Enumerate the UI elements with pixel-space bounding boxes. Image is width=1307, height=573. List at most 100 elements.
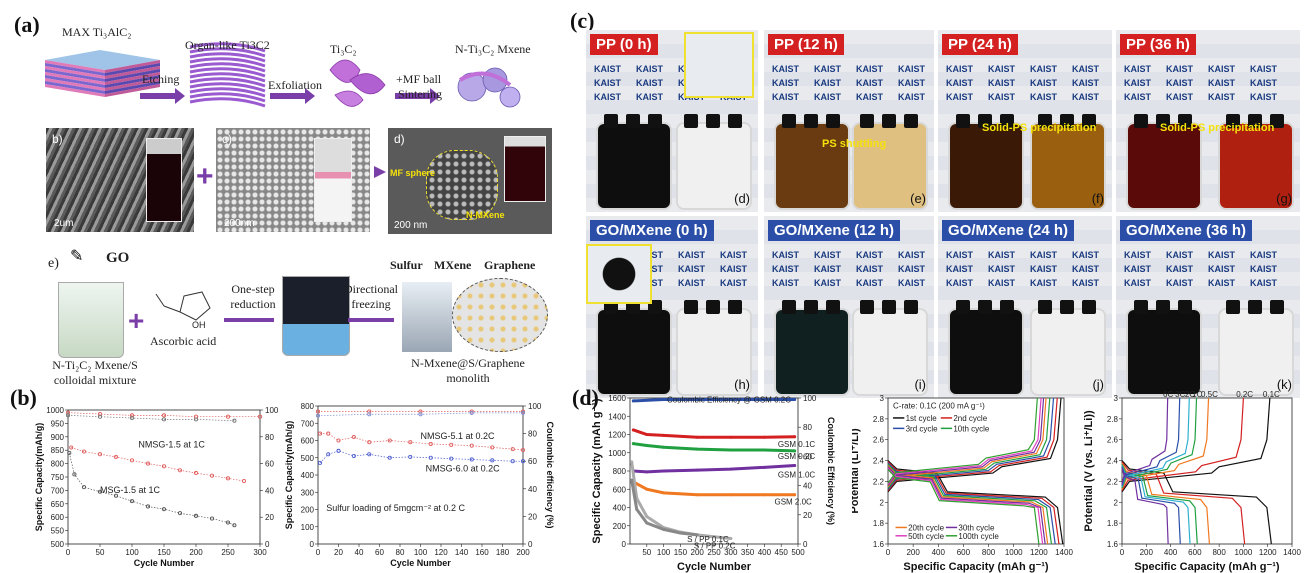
kaist-wallpaper-text: KAIST bbox=[946, 92, 973, 102]
rate-label: 3C bbox=[1175, 390, 1185, 399]
data-point bbox=[351, 435, 356, 440]
x-tick-label: 200 bbox=[906, 548, 920, 557]
y2-tick-label: 20 bbox=[528, 512, 537, 521]
data-point bbox=[645, 443, 649, 447]
kaist-wallpaper-text: KAIST bbox=[814, 64, 841, 74]
mxene-cluster bbox=[426, 150, 498, 220]
arrow-reduction bbox=[224, 318, 274, 322]
legend-entry: 1st cycle bbox=[906, 414, 938, 423]
y2-tick-label: 60 bbox=[803, 452, 812, 461]
x-tick-label: 150 bbox=[674, 548, 688, 557]
photo-gomxene-6: KAIST KAIST KAIST KAIST KAIST KAIST KAIST KAIST… bbox=[938, 216, 1112, 398]
x-tick-label: 1000 bbox=[1005, 548, 1023, 557]
legend-nmsg-5-1: NMSG-5.1 at 0.2C bbox=[421, 431, 496, 441]
y-tick-label: 800 bbox=[613, 467, 627, 476]
photo-pp-0: KAISTKAISTKAISTKAISTKAISTKAISTKAISTKAIST… bbox=[586, 30, 758, 212]
y-tick-label: 2.6 bbox=[873, 436, 885, 445]
cap bbox=[684, 114, 698, 128]
data-point bbox=[318, 460, 323, 465]
y-tick-label: 900 bbox=[51, 433, 65, 442]
kaist-wallpaper-text: KAIST bbox=[988, 64, 1015, 74]
profile-curve bbox=[1121, 464, 1198, 545]
data-point bbox=[336, 448, 341, 453]
arrow-label-sintering: Sintering bbox=[398, 87, 442, 101]
arrow-to-d bbox=[374, 166, 398, 178]
y2-tick-label: 100 bbox=[803, 394, 817, 403]
y-tick-label: 2.6 bbox=[1107, 436, 1119, 445]
photo-sub-label: (j) bbox=[1092, 377, 1104, 392]
kaist-wallpaper-text: KAIST bbox=[1124, 78, 1151, 88]
panel-label-b: (b) bbox=[10, 385, 37, 410]
series-3rd cycle bbox=[887, 397, 1056, 545]
y2-tick-label: 40 bbox=[803, 482, 812, 491]
series-trend bbox=[320, 433, 524, 451]
x-tick-label: 180 bbox=[496, 548, 510, 557]
x-axis-label: Specific Capacity (mAh g⁻¹) bbox=[903, 561, 1049, 573]
kaist-wallpaper-text: KAIST bbox=[1030, 92, 1057, 102]
h-cell-right-chamber bbox=[676, 308, 752, 396]
data-point bbox=[793, 493, 797, 497]
data-point bbox=[762, 448, 766, 452]
cap bbox=[782, 114, 796, 128]
data-point bbox=[81, 485, 87, 490]
data-point bbox=[193, 513, 199, 518]
chart-title: C-rate: 0.1C (200 mA g⁻¹) bbox=[893, 401, 985, 410]
kaist-wallpaper-text: KAIST bbox=[636, 92, 663, 102]
series-ce bbox=[65, 413, 237, 423]
data-point bbox=[69, 445, 74, 450]
data-point bbox=[232, 523, 237, 528]
cap bbox=[684, 300, 698, 314]
kaist-wallpaper-text: KAIST bbox=[1124, 278, 1151, 288]
legend-entry: 2nd cycle bbox=[953, 414, 987, 423]
y2-tick-label: 100 bbox=[265, 406, 279, 415]
y-tick-label: 2.4 bbox=[1107, 457, 1119, 466]
sem-label-b: b) bbox=[52, 132, 63, 146]
cap bbox=[1082, 300, 1096, 314]
h-cell-left-chamber bbox=[774, 122, 850, 210]
inset-membrane-photo bbox=[684, 32, 754, 98]
data-point bbox=[336, 438, 341, 443]
kaist-wallpaper-text: KAIST bbox=[1124, 64, 1151, 74]
x-tick-label: 400 bbox=[1164, 548, 1178, 557]
y-tick-label: 600 bbox=[301, 437, 315, 446]
kaist-wallpaper-text: KAIST bbox=[772, 264, 799, 274]
data-point bbox=[97, 489, 103, 494]
rate-label: 0.1C bbox=[1263, 390, 1280, 399]
y-tick-label: 3 bbox=[1114, 394, 1119, 403]
cap bbox=[604, 114, 618, 128]
series-1st cycle bbox=[887, 397, 1064, 545]
data-point bbox=[408, 440, 413, 445]
kaist-wallpaper-text: KAIST bbox=[1166, 250, 1193, 260]
cap bbox=[1060, 300, 1074, 314]
data-point bbox=[65, 413, 71, 418]
x-tick-label: 300 bbox=[253, 548, 267, 557]
series-GSM 0.2C bbox=[631, 442, 797, 453]
data-point bbox=[635, 507, 639, 511]
freezing-label: Directional freezing bbox=[344, 282, 398, 311]
cap bbox=[978, 300, 992, 314]
scale-bar-b: 2um bbox=[54, 218, 74, 229]
kaist-wallpaper-text: KAIST bbox=[594, 92, 621, 102]
cap bbox=[1270, 114, 1284, 128]
arrow-label-etching: Etching bbox=[142, 72, 180, 86]
cap bbox=[882, 300, 896, 314]
photo-sub-label: (e) bbox=[910, 191, 926, 206]
rate-label: 6C bbox=[1163, 390, 1173, 399]
kaist-wallpaper-text: KAIST bbox=[594, 64, 621, 74]
series-trend bbox=[67, 412, 260, 418]
y-tick-label: 500 bbox=[301, 454, 315, 463]
series-0.2C bbox=[1121, 397, 1246, 545]
series-3C bbox=[1121, 397, 1181, 545]
data-point bbox=[225, 414, 231, 419]
data-point bbox=[793, 435, 797, 439]
data-point bbox=[695, 468, 699, 472]
kaist-wallpaper-text: KAIST bbox=[856, 64, 883, 74]
data-point bbox=[645, 521, 649, 525]
kaist-wallpaper-text: KAIST bbox=[856, 250, 883, 260]
scale-bar-c: 200nm bbox=[224, 218, 255, 229]
y-tick-label: 700 bbox=[51, 486, 65, 495]
y-tick-label: 950 bbox=[51, 419, 65, 428]
cap bbox=[1082, 114, 1096, 128]
photo-sub-label: (f) bbox=[1091, 191, 1104, 206]
y-axis-label: Potential (V (vs. Li⁺/Li)) bbox=[1083, 410, 1095, 532]
